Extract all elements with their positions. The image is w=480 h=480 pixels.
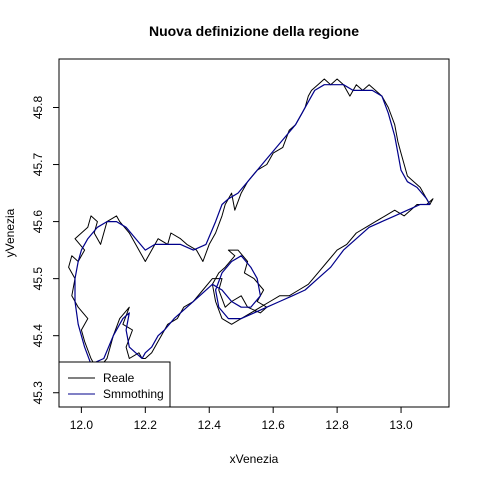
y-tick-label: 45.8 (31, 95, 45, 119)
x-tick-label: 12.0 (70, 418, 94, 432)
legend: Reale Smmothing (58, 361, 171, 408)
series-line-smoothing (74, 84, 431, 365)
legend-box (58, 361, 171, 408)
x-tick-label: 13.0 (389, 418, 413, 432)
plot-frame (58, 58, 450, 408)
chart-title: Nuova definizione della regione (149, 23, 359, 39)
x-tick-label: 12.2 (134, 418, 158, 432)
y-tick-label: 45.3 (31, 381, 45, 405)
legend-label-reale: Reale (103, 371, 135, 385)
x-tick-label: 12.6 (262, 418, 286, 432)
series-layer (68, 78, 434, 371)
y-axis: 45.3 45.4 45.5 45.6 45.7 45.8 (31, 95, 59, 404)
y-tick-label: 45.7 (31, 153, 45, 177)
x-tick-label: 12.4 (198, 418, 222, 432)
y-axis-label: yVenezia (3, 208, 17, 257)
y-tick-label: 45.4 (31, 324, 45, 348)
x-tick-label: 12.8 (325, 418, 349, 432)
legend-label-smoothing: Smmothing (103, 387, 164, 401)
series-line-reale (68, 78, 434, 371)
y-tick-label: 45.6 (31, 210, 45, 234)
y-tick-label: 45.5 (31, 267, 45, 291)
x-axis-label: xVenezia (230, 452, 279, 466)
x-axis: 12.0 12.2 12.4 12.6 12.8 13.0 (70, 407, 413, 432)
